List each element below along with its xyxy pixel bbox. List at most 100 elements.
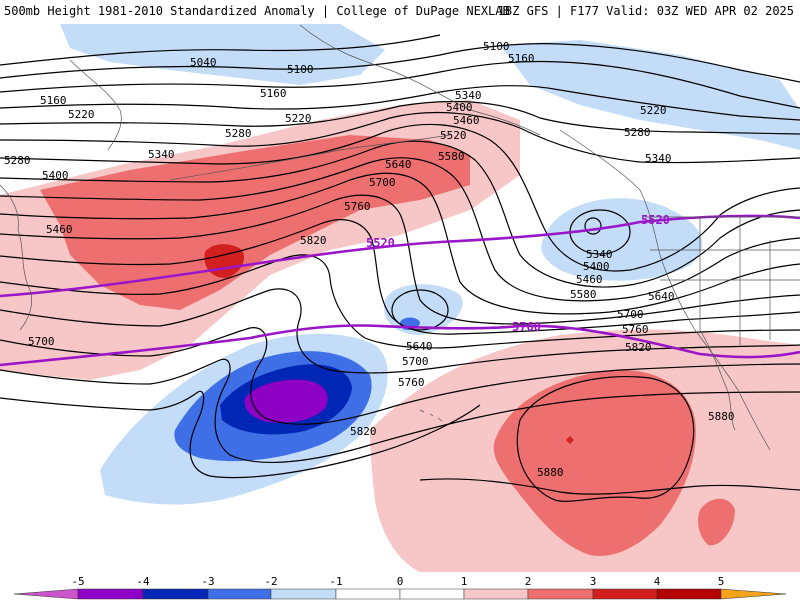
- na-west-coastline: [559, 129, 771, 451]
- contour-line-5880-south: [419, 478, 800, 495]
- colorbar-tick: -3: [201, 575, 214, 588]
- colorbar-tick: 1: [461, 575, 468, 588]
- contour-label: 5100: [483, 40, 510, 53]
- contour-label: 5700: [402, 355, 429, 368]
- contour-label: 5460: [46, 223, 73, 236]
- coastlines: [0, 24, 800, 451]
- colorbar-tick: -2: [264, 575, 277, 588]
- contour-line: [0, 390, 481, 479]
- anomaly-m1-north: [60, 24, 385, 85]
- contour-label: 5700: [369, 176, 396, 189]
- contour-line: [0, 140, 800, 288]
- highlight-contours: [0, 214, 800, 367]
- contour-label: 5820: [350, 425, 377, 438]
- contour-label: 5160: [260, 87, 287, 100]
- contour-label: 5760: [622, 323, 649, 336]
- positive-anomaly-fill: [0, 100, 800, 572]
- highlight-label-5760: 5760: [512, 320, 541, 334]
- contour-label: 5760: [398, 376, 425, 389]
- state-borders: [650, 217, 800, 345]
- map-title: 500mb Height 1981-2010 Standardized Anom…: [4, 4, 510, 18]
- anomaly-m4: [244, 379, 328, 423]
- contour-label: 5040: [190, 56, 217, 69]
- contour-5520-highlight: [0, 214, 800, 298]
- contour-label: 5820: [625, 341, 652, 354]
- anomaly-p2-asia: [40, 135, 470, 310]
- colorbar-swatch-p3: [592, 588, 658, 600]
- contour-line: [0, 327, 800, 425]
- contour-line: [0, 34, 441, 66]
- contour-label: 5760: [344, 200, 371, 213]
- colorbar-swatch-zero-high: [399, 588, 465, 600]
- contour-line: [0, 43, 800, 83]
- colorbar-tick: 0: [397, 575, 404, 588]
- contour-line: [0, 358, 800, 463]
- contour-line: [0, 194, 800, 325]
- contour-label: 5280: [4, 154, 31, 167]
- map-header: 500mb Height 1981-2010 Standardized Anom…: [0, 0, 800, 22]
- anomaly-map: 5040 5100 5100 5160 5160 5160 5220 5220 …: [0, 22, 800, 572]
- contour-label: 5220: [640, 104, 667, 117]
- contour-label: 5520: [440, 129, 467, 142]
- anomaly-m1-alaska: [500, 40, 800, 150]
- colorbar-swatch-p1: [463, 588, 529, 600]
- colorbar-swatch-p5: [720, 588, 787, 600]
- colorbar-swatch-zero-low: [335, 588, 401, 600]
- kamchatka-coastline: [69, 59, 122, 151]
- contour-label: 5280: [624, 126, 651, 139]
- hawaii-islands: [419, 409, 443, 422]
- contour-label: 5640: [385, 158, 412, 171]
- contour-label: 5340: [455, 89, 482, 102]
- contour-label: 5220: [285, 112, 312, 125]
- contour-line: [0, 219, 800, 335]
- contour-labels: 5040 5100 5100 5160 5160 5160 5220 5220 …: [4, 40, 735, 479]
- contour-line: [0, 85, 800, 121]
- contour-line: [0, 172, 800, 315]
- aleutian-chain: [169, 134, 451, 181]
- contour-label: 5160: [508, 52, 535, 65]
- contour-label: 5640: [648, 290, 675, 303]
- colorbar-swatch-p2: [527, 588, 594, 600]
- contour-label: 5340: [586, 248, 613, 261]
- anomaly-p2-east: [493, 369, 696, 556]
- highlight-labels: 5520 5520 5760: [366, 213, 670, 334]
- colorbar-swatch-m1: [270, 588, 337, 600]
- anomaly-colorbar: -5 -4 -3 -2 -1 0 1 2 3 4 5: [13, 575, 787, 600]
- colorbar-swatch-m3: [142, 588, 209, 600]
- model-run-info: 18Z GFS | F177 Valid: 03Z WED APR 02 202…: [497, 4, 794, 18]
- contour-label: 5700: [28, 335, 55, 348]
- colorbar-tick: -1: [329, 575, 342, 588]
- contour-line: [0, 288, 800, 374]
- highlight-label-5520: 5520: [366, 236, 395, 250]
- contour-label: 5280: [225, 127, 252, 140]
- contour-label: 5820: [300, 234, 327, 247]
- contour-label: 5580: [570, 288, 597, 301]
- colorbar-tick: -5: [71, 575, 84, 588]
- contour-label: 5100: [287, 63, 314, 76]
- contour-line-5880: [516, 375, 695, 502]
- contour-line: [0, 157, 800, 302]
- anomaly-p2-mexico: [698, 498, 735, 546]
- contour-line: [0, 111, 800, 164]
- contour-label: 5340: [148, 148, 175, 161]
- contour-label: 5580: [438, 150, 465, 163]
- colorbar-swatch-p4: [656, 588, 722, 600]
- contour-label: 5880: [708, 410, 735, 423]
- colorbar-tick: 3: [590, 575, 597, 588]
- colorbar-ticks: -5 -4 -3 -2 -1 0 1 2 3 4 5: [71, 575, 724, 588]
- contour-label: 5160: [40, 94, 67, 107]
- cutoff-low-ring: [391, 289, 449, 331]
- closed-low-center: [584, 217, 602, 235]
- highlight-label-5520-east: 5520: [641, 213, 670, 227]
- baja-coastline: [699, 329, 736, 431]
- colorbar-swatch-m4: [77, 588, 144, 600]
- colorbar-swatch-m5: [13, 588, 79, 600]
- colorbar-swatches: [13, 588, 787, 600]
- colorbar-swatch-m2: [207, 588, 272, 600]
- contour-label: 5460: [453, 114, 480, 127]
- contour-label: 5880: [537, 466, 564, 479]
- contour-5760-highlight: [0, 324, 800, 367]
- anomaly-p3-dot: [566, 436, 574, 444]
- contour-label: 5640: [406, 340, 433, 353]
- colorbar-tick: 4: [654, 575, 661, 588]
